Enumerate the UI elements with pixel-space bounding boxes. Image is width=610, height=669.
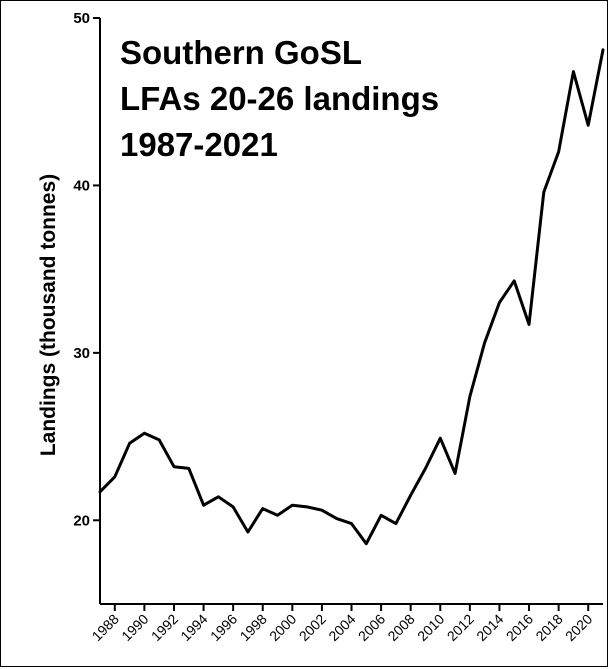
y-tick-label-30: 30 xyxy=(73,345,90,362)
x-tick-label-2010: 2010 xyxy=(414,611,447,644)
x-tick-label-1990: 1990 xyxy=(118,611,151,644)
y-axis-title: Landings (thousand tonnes) xyxy=(37,174,60,456)
x-tick-label-2018: 2018 xyxy=(532,611,565,644)
chart-title-line-2: LFAs 20-26 landings xyxy=(120,80,439,117)
y-ticks: 20 30 40 50 xyxy=(73,10,100,529)
x-tick-label-2020: 2020 xyxy=(562,611,595,644)
y-tick-label-40: 40 xyxy=(73,177,90,194)
x-tick-label-1988: 1988 xyxy=(89,611,122,644)
x-tick-label-2014: 2014 xyxy=(473,611,506,644)
x-tick-label-2000: 2000 xyxy=(266,611,299,644)
x-tick-label-2002: 2002 xyxy=(296,611,329,644)
x-tick-label-1992: 1992 xyxy=(148,611,181,644)
x-tick-label-2006: 2006 xyxy=(355,611,388,644)
landings-series xyxy=(98,48,605,546)
y-tick-label-20: 20 xyxy=(73,512,90,529)
x-tick-label-1998: 1998 xyxy=(237,611,270,644)
y-tick-label-50: 50 xyxy=(73,10,90,27)
x-tick-label-2012: 2012 xyxy=(444,611,477,644)
x-ticks: 1988199019921994199619982000200220042006… xyxy=(89,604,595,644)
chart-title: Southern GoSL LFAs 20-26 landings 1987-2… xyxy=(120,34,439,163)
landings-line xyxy=(98,48,605,546)
chart-title-line-1: Southern GoSL xyxy=(120,34,362,71)
x-tick-label-2016: 2016 xyxy=(503,611,536,644)
chart-title-line-3: 1987-2021 xyxy=(120,126,278,163)
x-tick-label-1994: 1994 xyxy=(177,611,210,644)
x-tick-label-2008: 2008 xyxy=(384,611,417,644)
x-tick-label-2004: 2004 xyxy=(325,611,358,644)
x-tick-label-1996: 1996 xyxy=(207,611,240,644)
